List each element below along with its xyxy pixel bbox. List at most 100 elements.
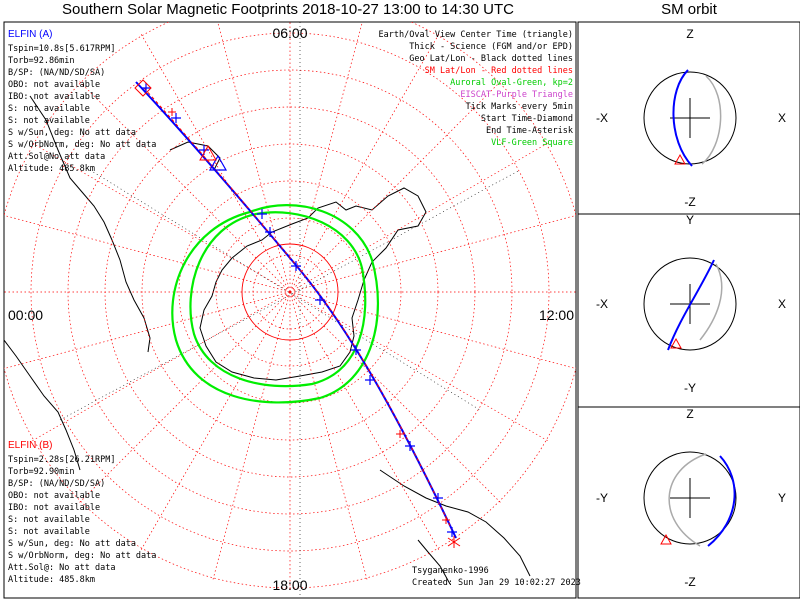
elfin-a-tick-mark (315, 295, 325, 305)
map-frame (3, 21, 577, 599)
polar-map (4, 22, 576, 598)
orbit-axis-label-top: Z (686, 27, 693, 41)
mlt-label-bottom: 18:00 (272, 577, 307, 593)
legend-item: SM Lat/Lon - Red dotted lines (425, 66, 573, 76)
auroral-oval-inner (189, 211, 367, 388)
sm-latitude-circle (178, 180, 402, 404)
orbit-start-triangle (670, 337, 682, 349)
geo-grid-line (59, 169, 521, 421)
sm-longitude-line (289, 141, 550, 293)
elfin-a-tick-mark (265, 227, 275, 237)
orbit-panel (643, 451, 737, 547)
elfin-b-line: Altitude: 485.8km (8, 575, 95, 585)
plot-title: Southern Solar Magnetic Footprints 2018-… (62, 1, 514, 18)
legend-item: Tick Marks every 5min (466, 102, 573, 112)
sm-longitude-line (289, 291, 576, 369)
geo-grid-line (89, 169, 481, 411)
orbit-front (672, 69, 693, 167)
mlt-label-left: 00:00 (8, 307, 43, 323)
elfin-a-line: S w/Sun, deg: No att data (8, 128, 136, 138)
elfin-a-line: Altitude: 485.8km (8, 164, 95, 174)
orbit-axis-label-left: -X (596, 297, 608, 311)
mlt-label-top: 06:00 (272, 25, 307, 41)
elfin-a-tick-mark (351, 345, 361, 355)
elfin-a-line: B/SP: (NA/ND/SD/SA) (8, 68, 105, 78)
elfin-a-tick-mark (171, 113, 181, 123)
elfin-b-track (143, 87, 453, 531)
earth-circle (643, 257, 737, 351)
orbit-front (667, 259, 715, 351)
orbit-frame (577, 21, 800, 599)
orbit-axis-label-right: Y (778, 491, 786, 505)
orbit-axis-label-left: -Y (596, 491, 608, 505)
south-america-coastline (29, 95, 151, 353)
created-timestamp: Created: Sun Jan 29 10:02:27 2023 (412, 578, 581, 588)
elfin-a-info: ELFIN (A) Tspin=10.8s[5.617RPM] Torb=92.… (8, 29, 156, 174)
orbit-front (707, 455, 736, 547)
orbit-axis-label-bottom: -Y (684, 381, 696, 395)
earth-circle (643, 451, 737, 545)
orbit-axis-label-right: X (778, 297, 786, 311)
elfin-b-line: Torb=92.90min (8, 467, 75, 477)
sm-longitude-line (289, 291, 368, 582)
legend: Earth/Oval View Center Time (triangle) T… (379, 30, 573, 148)
sm-longitude-line (4, 291, 291, 369)
elfin-a-line: S w/OrbNorm, deg: No att data (8, 140, 156, 150)
elfin-b-view-center-triangle (199, 144, 217, 161)
sm-latitude-circle (67, 69, 513, 515)
elfin-b-name: ELFIN (B) (8, 440, 52, 451)
elfin-b-line: S w/OrbNorm, deg: No att data (8, 551, 156, 561)
auroral-oval-outer (171, 204, 379, 404)
legend-item: Auroral Oval-Green, kp=2 (450, 78, 573, 88)
sm-longitude-line (212, 291, 291, 582)
elfin-a-line: IBO: not available (8, 92, 100, 102)
legend-item: End Time-Asterisk (486, 126, 573, 136)
sm-longitude-line (289, 291, 550, 443)
elfin-b-line: S: not available (8, 515, 90, 525)
elfin-a-tick-mark (141, 83, 151, 93)
orbit-axis-label-right: X (778, 111, 786, 125)
elfin-a-tick-mark (291, 261, 301, 271)
orbit-axis-label-bottom: -Z (684, 195, 695, 209)
orbit-back (699, 263, 723, 341)
elfin-a-view-center-triangle (208, 154, 228, 171)
orbit-panel-title: SM orbit (661, 1, 717, 18)
orbit-axis-label-top: Z (686, 407, 693, 421)
sm-longitude-line (139, 291, 291, 552)
elfin-a-line: Torb=92.86min (8, 56, 75, 66)
elfin-a-line: Att.Sol@No att data (8, 152, 105, 162)
elfin-a-tick-mark (365, 375, 375, 385)
elfin-a-track (135, 81, 457, 539)
elfin-b-line: IBO: not available (8, 503, 100, 513)
elfin-b-info: ELFIN (B) Tspin=2.28s[26.21RPM] Torb=92.… (8, 440, 156, 585)
elfin-a-name: ELFIN (A) (8, 29, 52, 40)
legend-item: EISCAT-Purple Triangle (460, 90, 573, 100)
elfin-a-tick-mark (257, 209, 267, 219)
orbit-axis-label-left: -X (596, 111, 608, 125)
sm-longitude-line (30, 291, 291, 443)
elfin-a-line: Tspin=10.8s[5.617RPM] (8, 44, 115, 54)
orbit-panel (643, 69, 737, 167)
orbit-start-triangle (674, 153, 686, 165)
sm-latitude-circle (30, 32, 550, 552)
orbit-back (701, 75, 722, 165)
elfin-b-line: Att.Sol@: No att data (8, 563, 115, 573)
sm-longitude-line (217, 22, 291, 293)
legend-item: Geo Lat/Lon - Black dotted lines (409, 54, 573, 64)
legend-item: VLF-Green Square (491, 138, 573, 148)
orbit-start-triangle (660, 533, 672, 545)
orbit-panel (643, 257, 737, 351)
sm-longitude-line (289, 22, 363, 293)
sm-longitude-line (289, 215, 576, 293)
new-zealand-coastline (417, 539, 451, 585)
australia-coastline (379, 469, 531, 577)
orbit-panels: Z -Z -X X Y -Y -X X Z -Z -Y Y (596, 27, 786, 589)
elfin-b-line: S: not available (8, 527, 90, 537)
mlt-label-right: 12:00 (539, 307, 574, 323)
sm-longitude-line (4, 215, 291, 293)
axis-cross (670, 98, 710, 138)
elfin-a-line: S: not available (8, 116, 90, 126)
elfin-a-tick-mark (405, 441, 415, 451)
axis-cross (670, 478, 710, 518)
